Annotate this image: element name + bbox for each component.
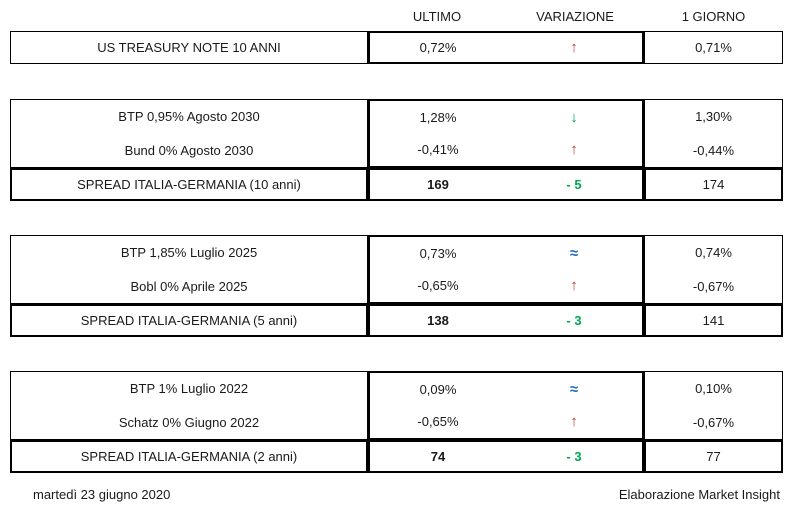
bond-pair-10anni: BTP 0,95% Agosto 2030 Bund 0% Agosto 203… [10,99,783,168]
table-header: ULTIMO VARIAZIONE 1 GIORNO [10,6,783,26]
spread-giorno-box: 174 [644,168,783,201]
date-label: martedì 23 giugno 2020 [33,487,171,502]
value-row: 169 - 5 [370,170,642,199]
spread-delta: - 3 [566,313,582,328]
up-arrow-icon: ↑ [570,277,578,295]
giorno-value: 1,30% [695,109,732,125]
spread-values-box: 169 - 5 [368,168,644,201]
col-header-variazione: VARIAZIONE [536,8,614,24]
bond-label: Bund 0% Agosto 2030 [124,142,254,158]
col-header-1giorno: 1 GIORNO [681,8,746,24]
value-row: 74 - 3 [370,442,642,471]
value-row: -0,41% ↑ [370,134,642,167]
giorno-value: -0,44% [692,142,735,158]
giorno-value: 0,71% [695,40,732,55]
giorno-value: -0,67% [692,278,735,294]
ultimo-value: 0,72% [419,40,457,55]
down-arrow-icon: ↓ [570,108,578,126]
giorno-value: 0,74% [695,245,732,261]
spread-row-2anni: SPREAD ITALIA-GERMANIA (2 anni) 74 - 3 7… [10,440,783,473]
spread-row-5anni: SPREAD ITALIA-GERMANIA (5 anni) 138 - 3 … [10,304,783,337]
col-header-ultimo: ULTIMO [412,8,462,24]
value-row: -0,65% ↑ [370,406,642,439]
giorno-value: 77 [706,449,721,464]
value-row: -0,65% ↑ [370,270,642,303]
ultimo-variazione-box: 0,73% ≈ -0,65% ↑ [368,235,644,304]
ultimo-value: -0,65% [417,278,459,294]
giorno-box: 0,10% -0,67% [644,371,783,440]
spread-giorno-box: 77 [644,440,783,473]
spread-label: SPREAD ITALIA-GERMANIA (5 anni) [80,313,298,328]
bond-label: BTP 0,95% Agosto 2030 [118,109,260,125]
spread-delta: - 5 [566,177,582,192]
up-arrow-icon: ↑ [570,141,578,159]
bond-label-box: BTP 0,95% Agosto 2030 Bund 0% Agosto 203… [10,99,368,168]
giorno-value: 0,10% [695,381,732,397]
bond-label: BTP 1,85% Luglio 2025 [120,245,258,261]
ultimo-value: 0,09% [419,381,457,397]
ultimo-variazione-box: 0,72% ↑ [368,31,644,64]
spread-label: SPREAD ITALIA-GERMANIA (2 anni) [80,449,298,464]
credit-label: Elaborazione Market Insight [618,487,780,502]
value-row: 138 - 3 [370,306,642,335]
ultimo-value: -0,41% [417,142,459,158]
ultimo-value: -0,65% [417,414,459,430]
giorno-value: 174 [702,177,725,192]
ultimo-variazione-box: 1,28% ↓ -0,41% ↑ [368,99,644,168]
value-row: 0,73% ≈ [370,237,642,270]
spread-giorno-box: 141 [644,304,783,337]
giorno-box: 0,74% -0,67% [644,235,783,304]
bond-label: BTP 1% Luglio 2022 [129,381,249,397]
value-row: 0,09% ≈ [370,373,642,406]
ustreasury-row: US TREASURY NOTE 10 ANNI 0,72% ↑ 0,71% [10,31,783,64]
bond-label: US TREASURY NOTE 10 ANNI [97,40,281,55]
header-mid-group: ULTIMO VARIAZIONE [368,6,644,26]
bond-label: Schatz 0% Giugno 2022 [118,414,260,430]
bond-label: Bobl 0% Aprile 2025 [130,278,248,294]
approx-equal-icon: ≈ [569,244,579,262]
spread-value: 138 [427,313,449,328]
ultimo-value: 1,28% [419,109,457,125]
spread-label-box: SPREAD ITALIA-GERMANIA (2 anni) [10,440,368,473]
up-arrow-icon: ↑ [570,39,578,56]
spread-values-box: 138 - 3 [368,304,644,337]
spread-values-box: 74 - 3 [368,440,644,473]
bond-label-box: US TREASURY NOTE 10 ANNI [10,31,368,64]
bond-pair-2anni: BTP 1% Luglio 2022 Schatz 0% Giugno 2022… [10,371,783,440]
spread-value: 169 [427,177,449,192]
value-row: 1,28% ↓ [370,101,642,134]
value-row: 0,72% ↑ [370,33,642,62]
spread-label-box: SPREAD ITALIA-GERMANIA (10 anni) [10,168,368,201]
bond-pair-5anni: BTP 1,85% Luglio 2025 Bobl 0% Aprile 202… [10,235,783,304]
header-spacer [10,6,368,26]
bond-label-box: BTP 1,85% Luglio 2025 Bobl 0% Aprile 202… [10,235,368,304]
giorno-box: 0,71% [644,31,783,64]
spread-value: 74 [430,449,446,464]
giorno-box: 1,30% -0,44% [644,99,783,168]
approx-equal-icon: ≈ [569,380,579,398]
ultimo-variazione-box: 0,09% ≈ -0,65% ↑ [368,371,644,440]
spread-label-box: SPREAD ITALIA-GERMANIA (5 anni) [10,304,368,337]
spread-row-10anni: SPREAD ITALIA-GERMANIA (10 anni) 169 - 5… [10,168,783,201]
spread-delta: - 3 [566,449,582,464]
up-arrow-icon: ↑ [570,413,578,431]
giorno-value: 141 [702,313,725,328]
spread-label: SPREAD ITALIA-GERMANIA (10 anni) [77,177,301,192]
giorno-value: -0,67% [692,414,735,430]
bond-label-box: BTP 1% Luglio 2022 Schatz 0% Giugno 2022 [10,371,368,440]
ultimo-value: 0,73% [419,245,457,261]
